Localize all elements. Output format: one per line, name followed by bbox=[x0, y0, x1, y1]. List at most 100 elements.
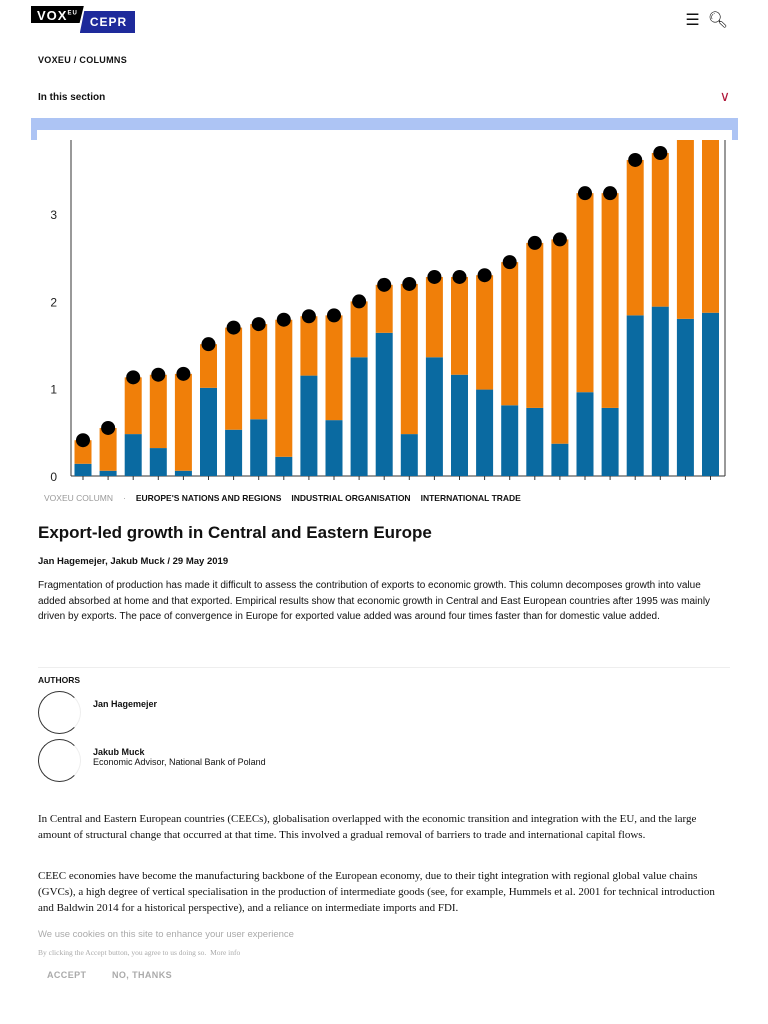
total-dot bbox=[527, 235, 542, 250]
total-dot bbox=[251, 317, 266, 332]
bar-blue bbox=[626, 315, 644, 476]
cookie-text: By clicking the Accept button, you agree… bbox=[38, 948, 240, 957]
cookie-text-body: By clicking the Accept button, you agree… bbox=[38, 948, 207, 957]
tag[interactable]: INDUSTRIAL ORGANISATION bbox=[291, 493, 411, 503]
bar-blue bbox=[350, 357, 368, 476]
total-dot bbox=[502, 255, 517, 270]
bar-blue bbox=[99, 470, 117, 476]
bar-blue bbox=[576, 392, 594, 476]
bar-blue bbox=[476, 389, 494, 476]
cookie-title: We use cookies on this site to enhance y… bbox=[38, 929, 294, 940]
bar-orange bbox=[576, 193, 594, 393]
bar-blue bbox=[451, 374, 468, 476]
author-name[interactable]: Jakub Muck bbox=[93, 747, 145, 757]
logo-cepr: CEPR bbox=[79, 11, 136, 33]
bar-orange bbox=[300, 316, 318, 376]
tag[interactable]: INTERNATIONAL TRADE bbox=[420, 493, 521, 503]
total-dot bbox=[578, 186, 592, 201]
total-dot bbox=[377, 277, 392, 292]
chart-svg: 0 1 2 3 bbox=[50, 118, 726, 484]
tag[interactable]: EUROPE'S NATIONS AND REGIONS bbox=[135, 493, 282, 503]
accept-button[interactable]: ACCEPT bbox=[47, 970, 87, 980]
logo-vox: VOXEU bbox=[31, 6, 84, 23]
byline: Jan Hagemejer, Jakub Muck / 29 May 2019 bbox=[38, 556, 229, 567]
bar-orange bbox=[676, 118, 694, 319]
bar-orange bbox=[124, 377, 142, 435]
total-dot bbox=[628, 152, 643, 167]
article-title: Export-led growth in Central and Eastern… bbox=[38, 523, 432, 542]
author-item[interactable]: Jakub Muck Economic Advisor, National Ba… bbox=[38, 739, 266, 782]
chevron-down-icon[interactable]: ∨ bbox=[719, 88, 730, 104]
y-tick-label: 1 bbox=[50, 383, 57, 397]
total-dot bbox=[402, 276, 417, 291]
total-dot bbox=[477, 268, 492, 283]
bar-blue bbox=[124, 434, 142, 476]
total-dot bbox=[101, 420, 116, 435]
bar-blue bbox=[200, 387, 217, 476]
bar-blue bbox=[149, 448, 167, 476]
bar-blue bbox=[275, 456, 293, 476]
body-paragraph: In Central and Eastern European countrie… bbox=[38, 813, 697, 841]
bar-orange bbox=[400, 283, 418, 435]
author-role: Economic Advisor, National Bank of Polan… bbox=[93, 757, 266, 767]
total-dot bbox=[151, 367, 166, 382]
bar-blue bbox=[74, 463, 92, 476]
total-dot bbox=[653, 145, 668, 160]
y-tick-label: 3 bbox=[50, 208, 57, 222]
hamburger-icon[interactable]: ☰ bbox=[685, 12, 700, 29]
bar-orange bbox=[200, 344, 217, 388]
more-info-link[interactable]: More info bbox=[210, 948, 241, 957]
bar-blue bbox=[601, 407, 619, 476]
section-toggle[interactable]: In this section bbox=[38, 92, 106, 103]
total-dot bbox=[352, 294, 367, 309]
author-item[interactable]: Jan Hagemejer bbox=[38, 691, 157, 734]
bar-orange bbox=[626, 159, 644, 316]
bar-blue bbox=[400, 434, 418, 476]
bar-orange bbox=[99, 427, 117, 471]
tag[interactable]: VOXEU COLUMN bbox=[44, 493, 113, 503]
total-dot bbox=[226, 320, 241, 335]
bar-blue bbox=[425, 357, 443, 476]
bar-orange bbox=[325, 315, 343, 421]
bar-orange bbox=[476, 275, 494, 390]
bar-blue bbox=[325, 420, 343, 476]
breadcrumb[interactable]: VOXEU / COLUMNS bbox=[38, 55, 128, 65]
bar-orange bbox=[225, 327, 243, 430]
y-tick-label: 0 bbox=[50, 470, 57, 484]
bar-orange bbox=[275, 319, 293, 457]
bar-orange bbox=[702, 118, 719, 313]
tag-list: VOXEU COLUMN · EUROPE'S NATIONS AND REGIO… bbox=[44, 493, 525, 503]
bar-blue bbox=[501, 405, 519, 476]
bar-blue bbox=[300, 375, 318, 476]
total-dot bbox=[76, 433, 90, 448]
bar-orange bbox=[651, 152, 669, 307]
y-tick-label: 2 bbox=[50, 295, 57, 309]
bar-orange bbox=[375, 284, 393, 333]
avatar bbox=[38, 691, 81, 734]
bar-orange bbox=[250, 324, 268, 420]
logo[interactable]: VOXEU CEPR bbox=[31, 6, 136, 33]
authors-heading: AUTHORS bbox=[38, 675, 81, 685]
body-paragraph: CEEC economies have become the manufactu… bbox=[38, 870, 715, 914]
bar-orange bbox=[451, 276, 468, 375]
bar-orange bbox=[551, 239, 569, 444]
total-dot bbox=[603, 186, 618, 201]
article-summary: Fragmentation of production has made it … bbox=[38, 580, 711, 622]
bar-orange bbox=[501, 262, 519, 406]
search-icon[interactable]: 🔍︎ bbox=[707, 12, 728, 29]
bar-blue bbox=[250, 419, 268, 476]
decline-button[interactable]: NO, THANKS bbox=[112, 970, 172, 980]
chart: 0 1 2 3 bbox=[31, 118, 738, 500]
logo-sup: EU bbox=[67, 10, 78, 17]
total-dot bbox=[552, 232, 567, 247]
total-dot bbox=[201, 337, 216, 352]
bar-orange bbox=[74, 440, 92, 464]
bar-blue bbox=[551, 443, 569, 476]
bar-blue bbox=[702, 312, 719, 476]
total-dot bbox=[427, 269, 442, 284]
avatar bbox=[38, 739, 81, 782]
total-dot bbox=[126, 370, 141, 385]
bar-orange bbox=[174, 373, 192, 471]
bar-orange bbox=[149, 374, 167, 449]
author-name[interactable]: Jan Hagemejer bbox=[93, 699, 158, 709]
